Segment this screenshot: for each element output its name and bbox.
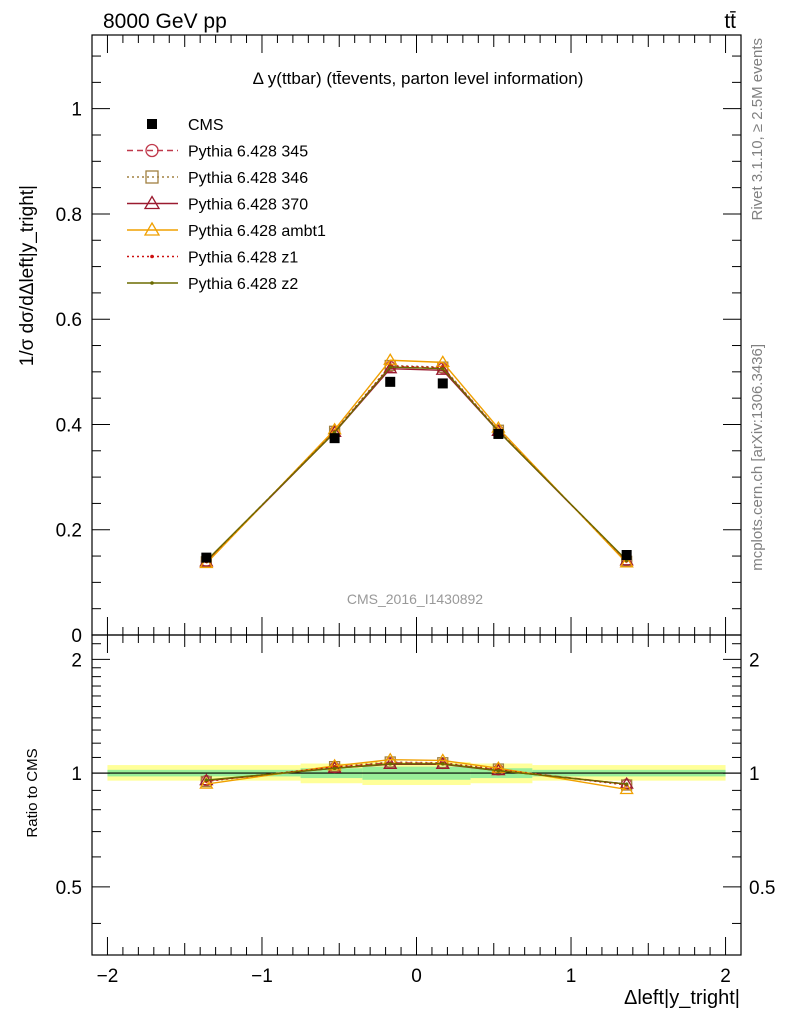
ratio-y-tick-label-right: 0.5 [749,878,775,899]
legend-entry: Pythia 6.428 z1 [127,250,298,267]
mc-series-line [205,365,628,562]
legend-marker [150,281,154,285]
mc-series-marker [619,555,634,568]
legend-label: Pythia 6.428 346 [188,170,308,187]
ratio-x-tick-label: 2 [720,966,731,987]
legend-marker [145,170,159,184]
ratio-series [204,762,629,786]
rivet-label: Rivet 3.1.10, ≥ 2.5M events [749,38,766,221]
legend-marker [143,221,161,236]
ratio-x-ticks: −2 −1 0 1 2 [97,635,731,987]
data-point [201,552,212,563]
ratio-bands [92,761,741,785]
data-point [493,428,504,439]
ratio-series-marker [204,778,209,782]
mcplots-label: mcplots.cern.ch [arXiv:1306.3436] [749,344,766,571]
ratio-x-tick-label: 1 [566,966,577,987]
main-y-tick-label: 1 [71,100,82,121]
mc-series [204,364,629,564]
legend-label: Pythia 6.428 ambt1 [188,223,326,240]
ratio-y-ticks: 0.5 0.5 1 1 2 2 [56,643,775,924]
ratio-x-tick-label: 0 [411,966,422,987]
mc-series [200,360,633,567]
mc-series-marker [388,365,393,369]
ratio-series-marker [388,762,393,766]
main-y-tick-label: 0.4 [56,415,83,436]
data-point [329,433,340,444]
legend-entry: Pythia 6.428 ambt1 [127,221,326,240]
legend-label: Pythia 6.428 370 [188,197,308,214]
main-y-tick-label: 0 [71,626,82,647]
main-y-tick-label: 0.6 [56,310,82,331]
legend: CMS Pythia 6.428 345 Pythia 6.428 346 Pythi… [127,117,326,293]
ratio-series-marker [332,766,337,771]
main-y-tick-label: 0.2 [56,521,82,542]
legend-marker [147,119,157,129]
legend-entry: Pythia 6.428 346 [127,170,308,187]
data-series [201,376,632,563]
ratio-y-tick-label: 2 [71,650,82,671]
legend-label: CMS [188,117,224,134]
ratio-y-tick-label: 1 [71,764,82,785]
ratio-x-tick-label: −1 [251,966,273,987]
legend-entry: Pythia 6.428 z2 [127,276,298,293]
ratio-series-line [206,763,627,785]
main-panel: 0 0.2 0.4 0.6 0.8 1 Δ y(ttbar) (tt̄events, pa… [17,34,742,647]
legend-entry: CMS [147,117,224,134]
process-label: tt̄ [724,10,736,33]
ratio-series-line [206,759,627,791]
ratio-panel: 0.5 0.5 1 1 2 2 −2 −1 0 1 2 Ratio to CMS Δleft|y_… [24,634,775,1009]
ratio-series-marker [199,776,214,789]
energy-label: 8000 GeV pp [103,10,227,33]
mc-series [200,359,633,568]
ratio-series-marker [619,782,634,795]
analysis-label: CMS_2016_I1430892 [347,591,483,607]
ratio-frame [91,634,742,956]
legend-marker [143,195,161,210]
main-y-axis-label: 1/σ dσ/dΔleft|y_tright| [17,185,38,366]
ratio-y-axis-label: Ratio to CMS [24,748,41,837]
ratio-series-marker [621,779,633,791]
ratio-y-tick-label-right: 1 [749,764,760,785]
ratio-series-marker [624,782,629,786]
data-point [385,376,396,387]
data-point [621,550,632,560]
main-y-ticks: 0 0.2 0.4 0.6 0.8 1 [56,55,741,647]
main-x-ticks [106,35,727,635]
legend-label: Pythia 6.428 z1 [188,250,298,267]
mc-series-line [205,364,628,563]
main-y-tick-label: 0.8 [56,205,82,226]
ratio-series-marker [200,775,212,788]
mc-series-marker [440,366,445,371]
ratio-y-tick-label-right: 2 [749,650,760,671]
ratio-y-tick-label: 0.5 [56,878,82,899]
mc-series-line [205,365,628,562]
mc-series-line [205,367,628,563]
ratio-series-marker [440,762,445,766]
main-series-layer [199,352,634,569]
ratio-x-tick-label: −2 [97,966,119,987]
main-title: Δ y(ttbar) (tt̄events, parton level info… [253,69,584,88]
legend-marker [145,143,159,158]
legend-marker [150,254,154,259]
legend-entry: Pythia 6.428 370 [127,195,308,214]
mc-series-line [205,359,628,564]
ratio-series-marker [496,768,501,773]
legend-label: Pythia 6.428 345 [188,144,308,161]
ratio-series-layer [199,752,634,795]
mc-series [199,352,634,569]
mc-series [199,361,634,567]
mc-series-line [205,366,628,562]
mc-series [204,365,629,563]
legend-label: Pythia 6.428 z2 [188,276,298,293]
x-axis-label: Δleft|y_tright| [624,987,740,1009]
data-point [437,378,448,389]
legend-entry: Pythia 6.428 345 [127,144,308,161]
